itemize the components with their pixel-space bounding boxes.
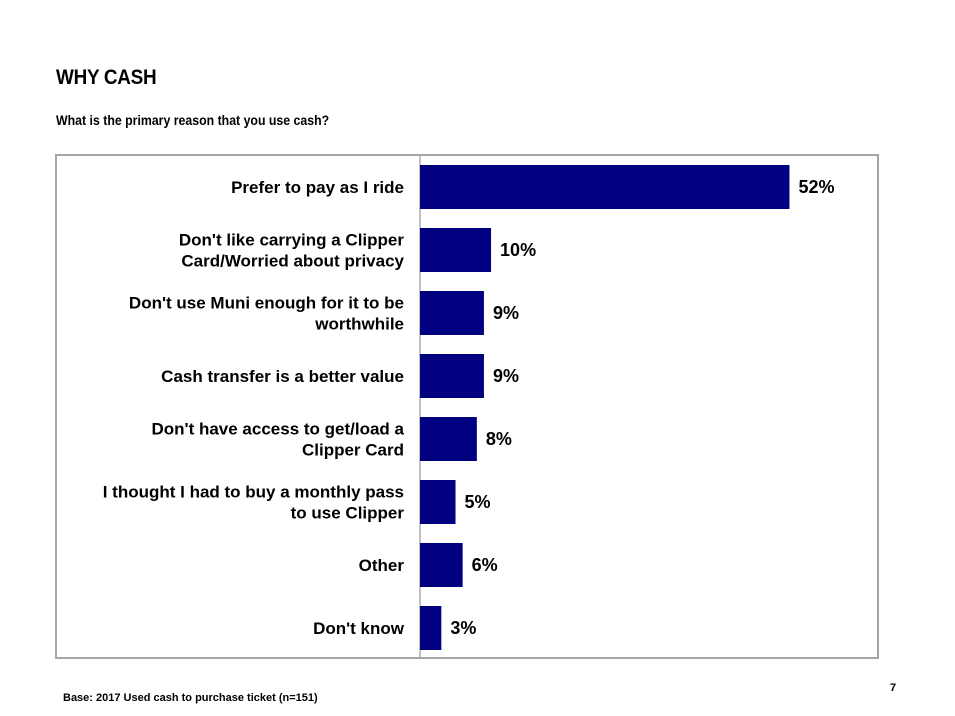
base-footnote: Base: 2017 Used cash to purchase ticket … bbox=[63, 692, 318, 704]
category-label-4: Don't have access to get/load a Clipper C… bbox=[151, 420, 404, 460]
page-number: 7 bbox=[890, 682, 897, 694]
value-label-7: 3% bbox=[450, 618, 476, 638]
value-label-3: 9% bbox=[493, 366, 519, 386]
bar-0 bbox=[420, 165, 790, 209]
bar-2 bbox=[420, 291, 484, 335]
category-label-6: Other bbox=[359, 556, 405, 575]
bar-7 bbox=[420, 606, 442, 650]
value-label-4: 8% bbox=[486, 429, 512, 449]
value-label-6: 6% bbox=[472, 555, 498, 575]
bar-4 bbox=[420, 417, 477, 461]
category-label-3: Cash transfer is a better value bbox=[161, 367, 404, 386]
value-label-0: 52% bbox=[798, 177, 834, 197]
chart-frame: 52% Prefer to pay as I ride 10% Don't like … bbox=[55, 154, 879, 659]
category-label-1: Don't like carrying a Clipper Card/Worrie… bbox=[179, 231, 405, 271]
chart-question: What is the primary reason that you use … bbox=[56, 112, 330, 128]
value-label-2: 9% bbox=[493, 303, 519, 323]
page-title: WHY CASH bbox=[56, 66, 157, 89]
value-label-5: 5% bbox=[465, 492, 491, 512]
category-label-7: Don't know bbox=[313, 619, 405, 638]
bar-5 bbox=[420, 480, 456, 524]
category-label-0: Prefer to pay as I ride bbox=[231, 178, 404, 197]
bar-3 bbox=[420, 354, 484, 398]
category-label-2: Don't use Muni enough for it to be worthw… bbox=[129, 294, 404, 334]
value-label-1: 10% bbox=[500, 240, 536, 260]
bar-chart: 52% Prefer to pay as I ride 10% Don't like … bbox=[103, 156, 834, 657]
bar-1 bbox=[420, 228, 492, 272]
category-label-5: I thought I had to buy a monthly pass to … bbox=[103, 483, 405, 523]
bar-6 bbox=[420, 543, 463, 587]
